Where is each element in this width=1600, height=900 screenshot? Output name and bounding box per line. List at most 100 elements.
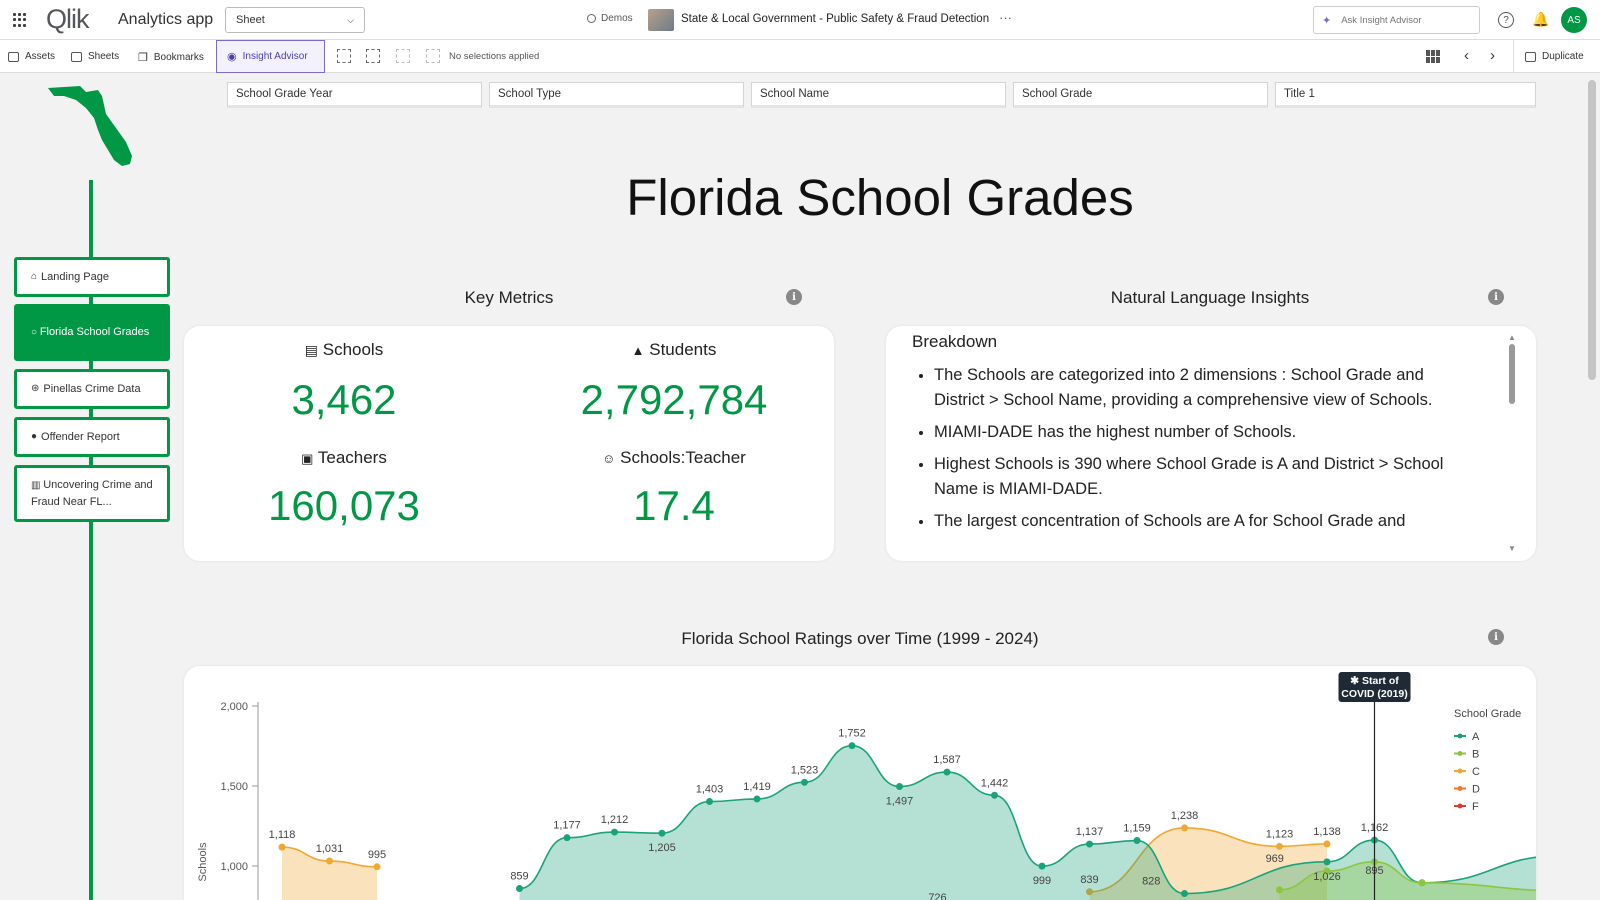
- info-icon[interactable]: i: [786, 289, 802, 305]
- data-label: 995: [368, 849, 386, 861]
- nav-label-pinellas-crime-data: Pinellas Crime Data: [43, 383, 141, 395]
- data-label: 1,238: [1171, 810, 1199, 822]
- step-back-icon[interactable]: [366, 49, 380, 63]
- person-icon: ☺: [602, 451, 616, 466]
- space-icon: [587, 14, 596, 23]
- filter-school-grade-year[interactable]: School Grade Year: [227, 82, 482, 108]
- nav-landing-page[interactable]: ⌂ Landing Page: [14, 257, 170, 297]
- scrollbar-thumb[interactable]: [1509, 344, 1515, 404]
- bookmark-icon: ❐: [138, 52, 148, 64]
- bookmarks-label: Bookmarks: [153, 52, 204, 63]
- nav-pinellas-crime-data[interactable]: ⊛ Pinellas Crime Data: [14, 369, 170, 409]
- app-title[interactable]: State & Local Government - Public Safety…: [681, 13, 990, 25]
- series-A-point: [1181, 890, 1188, 898]
- page-scrollbar[interactable]: [1588, 80, 1596, 380]
- y-tick-label: 1,000: [220, 861, 248, 873]
- sheet-dropdown[interactable]: Sheet ⌵: [225, 7, 365, 33]
- data-label: 1,159: [1123, 823, 1151, 835]
- series-C-point: [373, 863, 381, 871]
- smart-search-icon[interactable]: [337, 49, 351, 63]
- nav-florida-school-grades[interactable]: ○ Florida School Grades: [14, 304, 170, 361]
- legend-item-A: A: [1472, 731, 1480, 743]
- insight-search-box[interactable]: ✦: [1313, 6, 1480, 34]
- legend-swatch-dot: [1457, 786, 1463, 791]
- next-sheet-icon[interactable]: ›: [1490, 47, 1495, 64]
- help-icon[interactable]: ?: [1498, 12, 1514, 28]
- teachers-label-text: Teachers: [317, 448, 387, 467]
- nav-text-uncovering-crime: Uncovering Crime and Fraud Near FL...: [31, 479, 153, 508]
- chart-section-title: Florida School Ratings over Time (1999 -…: [681, 629, 1039, 648]
- bookmarks-button[interactable]: ❐ Bookmarks: [138, 51, 204, 64]
- qlik-logo[interactable]: Qlik: [46, 4, 89, 34]
- space-link[interactable]: Demos: [587, 13, 633, 24]
- filter-school-type[interactable]: School Type: [489, 82, 744, 108]
- data-label: 1,403: [696, 784, 724, 796]
- graduation-cap-icon: ○: [31, 327, 40, 338]
- data-label: 828: [1142, 876, 1160, 888]
- data-label: 999: [1033, 875, 1051, 887]
- info-icon[interactable]: i: [1488, 629, 1504, 645]
- insight-bullet: MIAMI-DADE has the highest number of Sch…: [934, 420, 1476, 445]
- covid-annotation-text: COVID (2019): [1341, 688, 1408, 700]
- space-label: Demos: [601, 13, 633, 24]
- more-options-icon[interactable]: ···: [999, 10, 1012, 25]
- ratings-area-chart[interactable]: 2,000 1,500 1,000 Schools 1,118 1,031 995 859 1,…: [184, 666, 1536, 900]
- insight-search-input[interactable]: [1341, 14, 1462, 26]
- series-B-point: [1276, 886, 1283, 894]
- filter-title-1[interactable]: Title 1: [1275, 82, 1536, 108]
- series-A-point: [801, 778, 808, 786]
- avatar[interactable]: AS: [1561, 7, 1587, 33]
- series-A-point: [896, 782, 903, 790]
- insight-advisor-label: Insight Advisor: [242, 51, 308, 62]
- info-icon[interactable]: i: [1488, 289, 1504, 305]
- series-A-point: [611, 828, 618, 836]
- series-A-point: [563, 834, 571, 842]
- series-A-point: [516, 885, 523, 893]
- series-A-point: [1038, 862, 1046, 870]
- y-tick-label: 2,000: [220, 701, 248, 713]
- data-label: 1,587: [933, 754, 961, 766]
- nav-uncovering-crime[interactable]: ▥ Uncovering Crime and Fraud Near FL...: [14, 465, 170, 522]
- previous-sheet-icon[interactable]: ‹: [1464, 47, 1469, 64]
- legend-item-F: F: [1472, 801, 1479, 813]
- panel-icon: [8, 51, 19, 62]
- scroll-up-icon[interactable]: ▲: [1508, 333, 1516, 342]
- teachers-value: 160,073: [268, 482, 420, 529]
- step-forward-icon[interactable]: [396, 49, 410, 63]
- duplicate-button[interactable]: Duplicate: [1525, 51, 1584, 62]
- series-C-point: [1181, 824, 1188, 832]
- nav-offender-report[interactable]: ● Offender Report: [14, 417, 170, 457]
- filter-school-name[interactable]: School Name: [751, 82, 1006, 108]
- toolbar: Assets Sheets ❐ Bookmarks ◉ Insight Advi…: [0, 40, 1600, 73]
- app-launcher-icon[interactable]: [13, 13, 27, 27]
- legend-item-C: C: [1472, 766, 1480, 778]
- series-C-point: [1323, 840, 1331, 848]
- grid-view-icon[interactable]: [1426, 50, 1440, 63]
- home-icon: ⌂: [31, 271, 38, 282]
- insights-title: Natural Language Insights: [1110, 288, 1310, 307]
- schools-label: ▤ Schools: [224, 340, 464, 360]
- series-A-point: [1086, 840, 1093, 848]
- notification-bell-icon[interactable]: 🔔: [1532, 11, 1550, 27]
- scroll-down-icon[interactable]: ▼: [1508, 544, 1516, 553]
- series-A-point: [991, 791, 998, 799]
- sparkle-icon: ✦: [1322, 14, 1332, 27]
- sheets-button[interactable]: Sheets: [71, 51, 119, 62]
- assets-button[interactable]: Assets: [8, 51, 55, 62]
- data-label: 1,752: [838, 728, 866, 740]
- covid-annotation-box: [1338, 672, 1411, 702]
- filter-school-grade[interactable]: School Grade: [1013, 82, 1268, 108]
- sheet-dropdown-label: Sheet: [236, 14, 265, 26]
- data-label: 1,523: [791, 764, 819, 776]
- app-thumbnail: [648, 9, 674, 31]
- clear-selections-icon[interactable]: [426, 49, 440, 63]
- insight-advisor-button[interactable]: ◉ Insight Advisor: [216, 40, 325, 73]
- product-name: Analytics app: [118, 11, 214, 28]
- alert-icon: ●: [31, 431, 38, 442]
- legend-item-B: B: [1472, 749, 1479, 761]
- series-B-point: [1418, 879, 1426, 887]
- data-label: 1,419: [743, 781, 771, 793]
- legend-swatch-dot: [1457, 733, 1463, 739]
- key-metrics-panel: ▤ Schools 3,462 ▲ Students 2,792,784 ▣ T…: [184, 326, 834, 561]
- series-A-point: [1323, 858, 1331, 866]
